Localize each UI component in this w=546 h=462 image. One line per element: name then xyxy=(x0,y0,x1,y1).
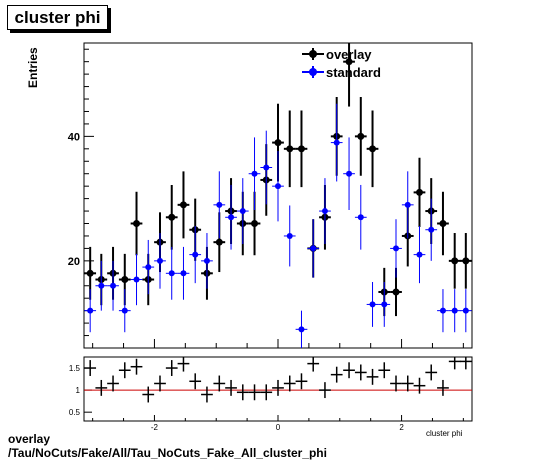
overlay-point xyxy=(133,220,141,228)
y-axis-label: Entries xyxy=(26,47,40,88)
footer-caption: overlay /Tau/NoCuts/Fake/All/Tau_NoCuts_… xyxy=(8,432,327,460)
standard-point xyxy=(357,214,364,221)
standard-point xyxy=(428,226,435,233)
standard-point xyxy=(451,307,458,314)
standard-point xyxy=(310,245,317,252)
overlay-point xyxy=(168,213,176,221)
ratio-y-tick-label: 0.5 xyxy=(69,408,81,417)
standard-point xyxy=(275,183,281,190)
standard-point xyxy=(251,170,258,177)
legend-entry-overlay: overlay xyxy=(302,45,381,63)
standard-point xyxy=(239,208,246,215)
standard-point xyxy=(346,170,353,177)
overlay-point xyxy=(369,145,377,153)
legend-marker-overlay xyxy=(302,48,324,60)
overlay-point xyxy=(297,145,305,153)
standard-point xyxy=(286,232,293,239)
overlay-point xyxy=(462,257,470,265)
legend-marker-standard xyxy=(302,66,324,78)
legend-label-standard: standard xyxy=(326,64,381,80)
footer-line-2: /Tau/NoCuts/Fake/All/Tau_NoCuts_Fake_All… xyxy=(8,446,327,460)
standard-point xyxy=(298,326,305,333)
standard-point xyxy=(439,307,446,314)
overlay-point xyxy=(274,139,282,147)
overlay-point xyxy=(215,238,223,246)
x-tick-label: -2 xyxy=(151,423,159,432)
y-tick-label: 20 xyxy=(68,256,80,268)
overlay-point xyxy=(451,257,459,265)
y-tick-label: 40 xyxy=(68,131,80,143)
standard-point xyxy=(192,251,199,258)
standard-point xyxy=(416,251,423,258)
overlay-point xyxy=(286,145,294,153)
standard-point xyxy=(180,270,187,277)
standard-point xyxy=(168,270,175,277)
overlay-point xyxy=(121,276,129,284)
x-axis-label: cluster phi xyxy=(426,429,463,438)
standard-point xyxy=(87,307,94,314)
footer-line-1: overlay xyxy=(8,432,51,446)
standard-point xyxy=(393,245,400,252)
ratio-y-tick-label: 1.5 xyxy=(69,364,81,373)
standard-point xyxy=(110,282,117,289)
overlay-point xyxy=(179,201,187,209)
standard-point xyxy=(145,264,152,271)
overlay-point xyxy=(439,220,447,228)
legend-label-overlay: overlay xyxy=(326,46,372,62)
standard-point xyxy=(321,208,328,215)
chart-title: cluster phi xyxy=(7,5,108,30)
x-tick-label: 2 xyxy=(399,423,404,432)
overlay-point xyxy=(357,132,365,140)
legend: overlay standard xyxy=(302,45,381,81)
standard-point xyxy=(156,257,163,264)
overlay-point xyxy=(86,269,94,277)
ratio-y-tick-label: 1 xyxy=(76,386,81,395)
standard-point xyxy=(133,276,140,283)
standard-point xyxy=(462,307,469,314)
x-tick-label: 0 xyxy=(276,423,281,432)
standard-point xyxy=(216,201,223,208)
overlay-point xyxy=(345,58,353,66)
standard-point xyxy=(98,282,105,289)
standard-point xyxy=(369,301,376,308)
standard-point xyxy=(404,201,411,208)
standard-point xyxy=(228,214,235,221)
legend-entry-standard: standard xyxy=(302,63,381,81)
standard-point xyxy=(381,301,388,308)
standard-point xyxy=(121,307,128,314)
standard-point xyxy=(333,139,340,146)
overlay-point xyxy=(392,288,400,296)
overlay-point xyxy=(251,220,259,228)
overlay-point xyxy=(415,188,423,196)
standard-point xyxy=(263,164,270,171)
standard-point xyxy=(203,257,210,264)
